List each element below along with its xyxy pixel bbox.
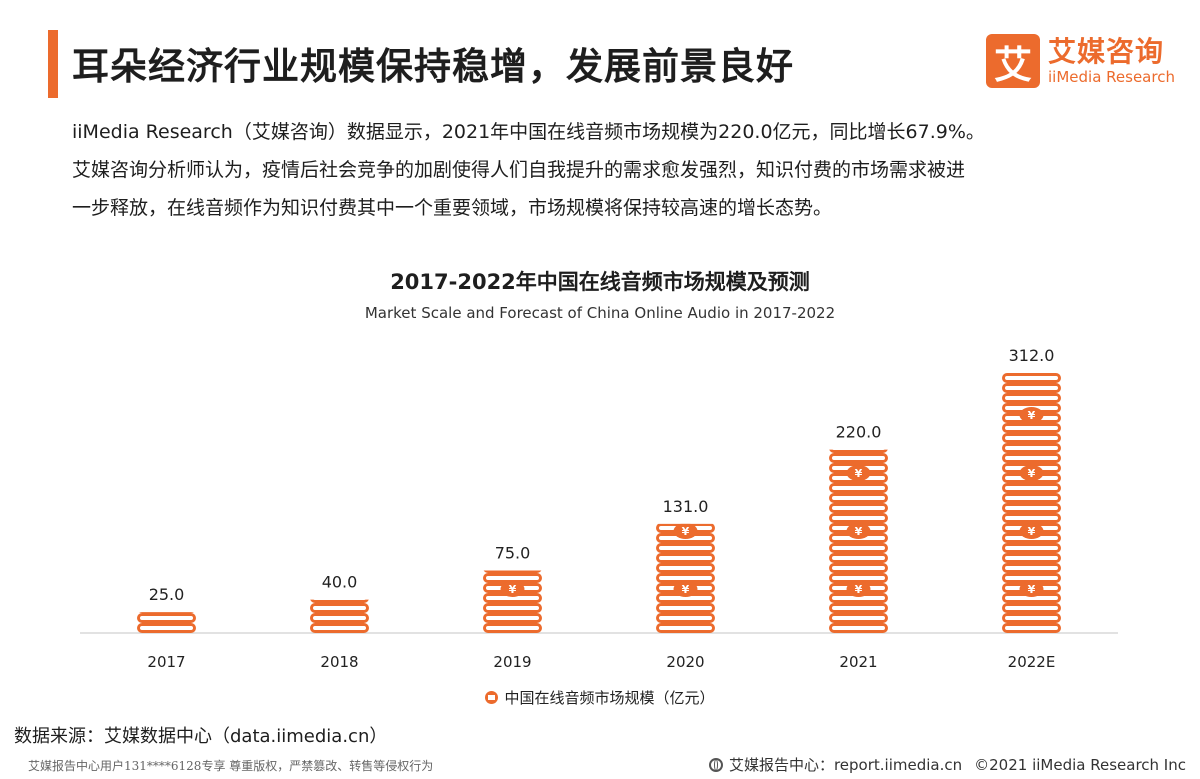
copyright-notice: 艾媒报告中心用户131****6128专享 尊重版权，严禁篡改、转售等侵权行为 xyxy=(28,759,434,773)
chart-legend: 中国在线音频市场规模（亿元） xyxy=(0,687,1200,708)
bar-2018 xyxy=(310,599,369,633)
globe-icon xyxy=(708,757,723,772)
logo-name-en: iiMedia Research xyxy=(1048,68,1175,86)
category-label-2022E: 2022E xyxy=(1008,653,1056,671)
logo-mark-icon: 艾 xyxy=(986,34,1040,88)
svg-text:¥: ¥ xyxy=(509,583,517,596)
intro-line-3: 一步释放，在线音频作为知识付费其中一个重要领域，市场规模将保持较高速的增长态势。 xyxy=(72,197,833,219)
value-label-2019: 75.0 xyxy=(495,544,531,563)
bar-2021: ¥ ¥ ¥ xyxy=(829,449,888,633)
value-label-2022E: 312.0 xyxy=(1009,346,1055,365)
footer-links: 艾媒报告中心：report.iimedia.cn ©2021 iiMedia R… xyxy=(708,754,1186,775)
chart-subtitle: Market Scale and Forecast of China Onlin… xyxy=(364,304,836,322)
title-accent-bar xyxy=(48,30,58,98)
report-site-link[interactable]: 艾媒报告中心：report.iimedia.cn xyxy=(728,756,963,774)
category-label-2018: 2018 xyxy=(320,653,358,671)
category-label-2017: 2017 xyxy=(147,653,185,671)
category-label-2020: 2020 xyxy=(666,653,704,671)
svg-text:¥: ¥ xyxy=(1028,525,1036,538)
coin-legend-icon xyxy=(485,691,499,704)
legend-label: 中国在线音频市场规模（亿元） xyxy=(504,689,715,707)
svg-text:¥: ¥ xyxy=(855,583,863,596)
category-label-2019: 2019 xyxy=(493,653,531,671)
logo-name-cn: 艾媒咨询 xyxy=(1048,35,1165,68)
chart-title: 2017-2022年中国在线音频市场规模及预测 xyxy=(390,270,810,294)
intro-paragraph: iiMedia Research（艾媒咨询）数据显示，2021年中国在线音频市场… xyxy=(72,113,1162,227)
svg-text:¥: ¥ xyxy=(682,583,690,596)
intro-line-2: 艾媒咨询分析师认为，疫情后社会竞争的加剧使得人们自我提升的需求愈发强烈，知识付费… xyxy=(72,159,966,181)
svg-text:¥: ¥ xyxy=(855,525,863,538)
logo-text: 艾媒咨询 iiMedia Research xyxy=(1048,35,1175,87)
bar-2022E: ¥ ¥ ¥ ¥ xyxy=(1002,373,1061,633)
bar-2020: ¥¥ xyxy=(656,523,715,633)
value-label-2021: 220.0 xyxy=(836,423,882,442)
svg-text:¥: ¥ xyxy=(1028,467,1036,480)
value-label-2018: 40.0 xyxy=(322,573,358,592)
data-source: 数据来源：艾媒数据中心（data.iimedia.cn） xyxy=(14,726,388,747)
iimedia-logo: 艾 艾媒咨询 iiMedia Research xyxy=(986,34,1175,88)
bar-2019: ¥ xyxy=(483,570,542,633)
value-label-2020: 131.0 xyxy=(663,497,709,516)
svg-text:¥: ¥ xyxy=(1028,409,1036,422)
value-label-2017: 25.0 xyxy=(149,585,185,604)
page-title: 耳朵经济行业规模保持稳增，发展前景良好 xyxy=(72,45,794,88)
svg-text:¥: ¥ xyxy=(1028,583,1036,596)
intro-line-1: iiMedia Research（艾媒咨询）数据显示，2021年中国在线音频市场… xyxy=(72,121,985,143)
svg-text:¥: ¥ xyxy=(682,525,690,538)
copyright-text: ©2021 iiMedia Research Inc xyxy=(974,755,1186,774)
bar-2017 xyxy=(137,612,196,633)
category-label-2021: 2021 xyxy=(839,653,877,671)
svg-text:¥: ¥ xyxy=(855,467,863,480)
